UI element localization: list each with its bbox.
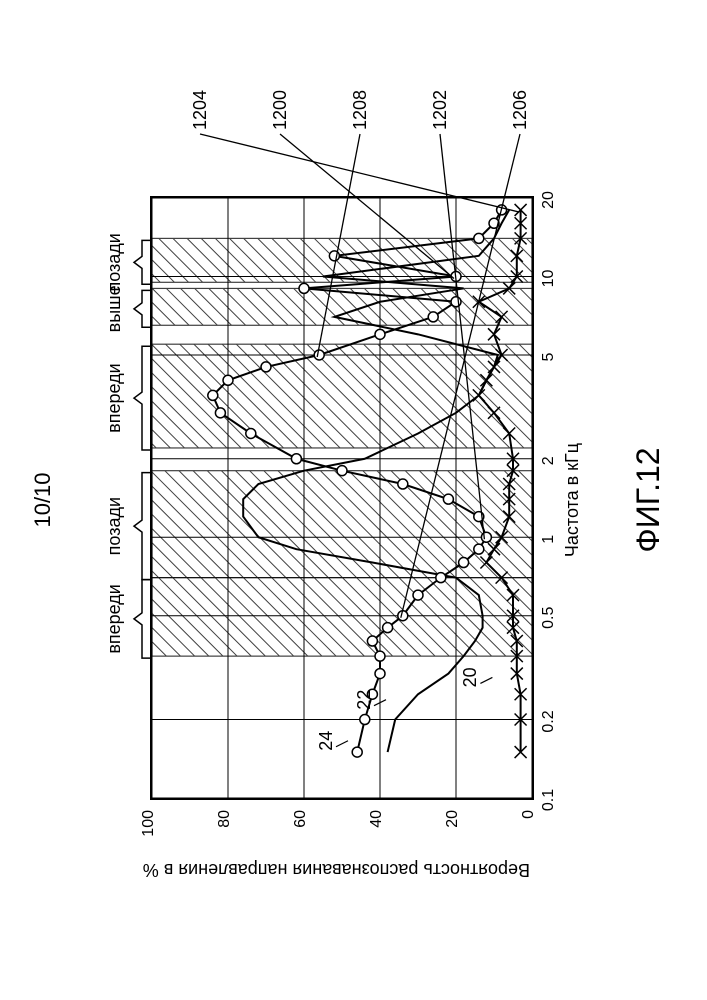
- overlay-svg: [0, 0, 707, 1000]
